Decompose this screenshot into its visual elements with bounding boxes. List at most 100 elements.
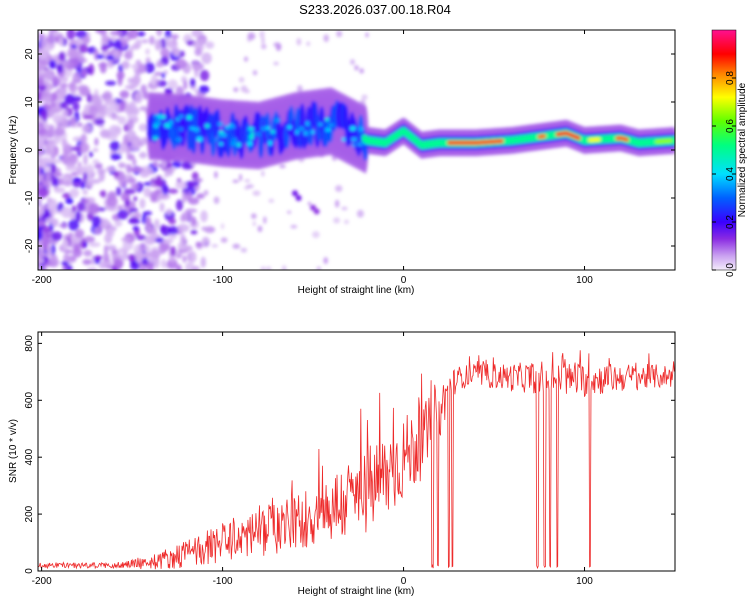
- spectrogram-cell: [160, 259, 167, 269]
- spectrogram-cell: [295, 195, 302, 201]
- spectrogram-cell: [105, 106, 114, 118]
- spectrogram-cell: [38, 202, 43, 208]
- spectrogram-cell: [38, 229, 43, 242]
- top-ytick-label: -20: [24, 238, 35, 253]
- spectrogram-cell: [291, 190, 298, 197]
- spectrogram-cell: [86, 164, 95, 177]
- spectrogram-cell: [153, 218, 160, 230]
- spectrogram-cell: [358, 128, 364, 132]
- spectrogram-cell: [61, 261, 69, 266]
- spectrogram-cell: [194, 47, 203, 57]
- spectrogram-cell: [65, 162, 76, 168]
- spectrogram-cell: [217, 122, 224, 127]
- spectrogram-cell: [191, 216, 197, 227]
- spectrogram-cell: [43, 104, 52, 111]
- spectrogram-cell: [189, 126, 196, 131]
- spectrogram-cell: [134, 91, 143, 104]
- spectrogram-cell: [127, 77, 133, 84]
- spectrogram-cell: [111, 249, 118, 255]
- spectrogram-cell: [290, 224, 298, 229]
- top-xtick-label: 100: [576, 275, 593, 286]
- spectrogram-cell: [199, 69, 210, 82]
- spectrogram-cell: [70, 146, 81, 151]
- spectrogram-cell: [139, 264, 147, 270]
- spectrogram-cell: [162, 184, 169, 195]
- spectrogram-cell: [164, 173, 169, 178]
- spectrogram-cell: [100, 93, 111, 99]
- spectrogram-cell: [94, 137, 99, 146]
- spectrogram-cell: [126, 153, 135, 161]
- spectrogram-cell: [220, 237, 228, 243]
- spectrogram-cell: [59, 76, 69, 83]
- spectrogram-cell: [190, 127, 197, 154]
- spectrogram-cell: [268, 198, 275, 203]
- spectrogram-cell: [154, 189, 163, 194]
- spectrogram-cell: [131, 139, 139, 152]
- spectrogram-cell: [246, 184, 254, 189]
- spectrogram-cell: [350, 59, 355, 65]
- spectrogram-cell: [244, 179, 251, 183]
- spectrogram-cell: [128, 30, 139, 40]
- spectrogram-cell: [51, 231, 63, 241]
- spectrogram-cell: [142, 91, 150, 100]
- spectrogram-cell: [305, 121, 310, 127]
- spectrogram-cell: [625, 137, 629, 142]
- spectrogram-cell: [323, 257, 328, 265]
- spectrogram-cell: [298, 126, 305, 131]
- spectrogram-cell: [51, 76, 61, 87]
- spectrogram-cell: [344, 219, 349, 225]
- spectrogram-cell: [38, 208, 45, 215]
- bottom-xtick-label: -100: [213, 576, 233, 587]
- spectrogram-cell: [158, 242, 167, 255]
- spectrogram-cell: [60, 82, 68, 89]
- spectrogram-cell: [118, 162, 127, 169]
- spectrogram-cell: [56, 63, 64, 74]
- spectrogram-cell: [44, 124, 51, 129]
- spectrogram-cell: [154, 38, 162, 51]
- spectrogram-cell: [38, 197, 42, 204]
- spectrogram-cell: [336, 30, 343, 38]
- spectrogram-cell: [313, 208, 320, 215]
- spectrogram-cell: [92, 97, 103, 107]
- spectrogram-cell: [161, 72, 166, 79]
- spectrogram-cell: [153, 71, 163, 77]
- spectrogram-cell: [577, 136, 581, 141]
- spectrogram-cell: [88, 242, 101, 248]
- spectrogram-cell: [50, 254, 58, 266]
- spectrogram-cell: [351, 142, 356, 148]
- spectrogram-cell: [92, 159, 100, 165]
- spectrogram-cell: [131, 207, 139, 213]
- spectrogram-cell: [95, 30, 105, 34]
- spectrogram-cell: [248, 134, 255, 140]
- spectrogram-cell: [120, 237, 132, 242]
- spectrogram-cell: [162, 238, 174, 244]
- spectrogram-cell: [349, 126, 357, 131]
- spectrogram-cell: [268, 140, 273, 146]
- spectrogram-cell: [117, 209, 128, 220]
- spectrogram-cell: [117, 116, 127, 125]
- spectrogram-cell: [66, 255, 77, 262]
- spectrogram-cell: [203, 189, 209, 196]
- spectrogram-cell: [136, 31, 146, 37]
- chart-title: S233.2026.037.00.18.R04: [299, 2, 451, 17]
- spectrogram-cell: [75, 210, 82, 223]
- spectrogram-cell: [312, 231, 320, 239]
- spectrogram-cell: [133, 196, 138, 202]
- spectrogram-cell: [324, 117, 330, 122]
- colorbar-tick-label: 0.6: [725, 119, 736, 133]
- bottom-xlabel: Height of straight line (km): [298, 586, 415, 597]
- spectrogram-cell: [220, 223, 225, 230]
- spectrogram-cell: [148, 35, 155, 45]
- spectrogram-cell: [191, 30, 203, 38]
- spectrogram-cell: [145, 227, 158, 235]
- spectrogram-cell: [250, 132, 255, 136]
- top-xlabel: Height of straight line (km): [298, 285, 415, 296]
- spectrogram-cell: [218, 142, 224, 146]
- top-ylabel: Frequency (Hz): [8, 116, 19, 185]
- spectrogram-cell: [69, 188, 80, 198]
- spectrogram-cell: [222, 132, 227, 138]
- spectrogram-cell: [117, 73, 123, 86]
- spectrogram-cell: [274, 117, 281, 123]
- spectrogram-cell: [46, 243, 52, 255]
